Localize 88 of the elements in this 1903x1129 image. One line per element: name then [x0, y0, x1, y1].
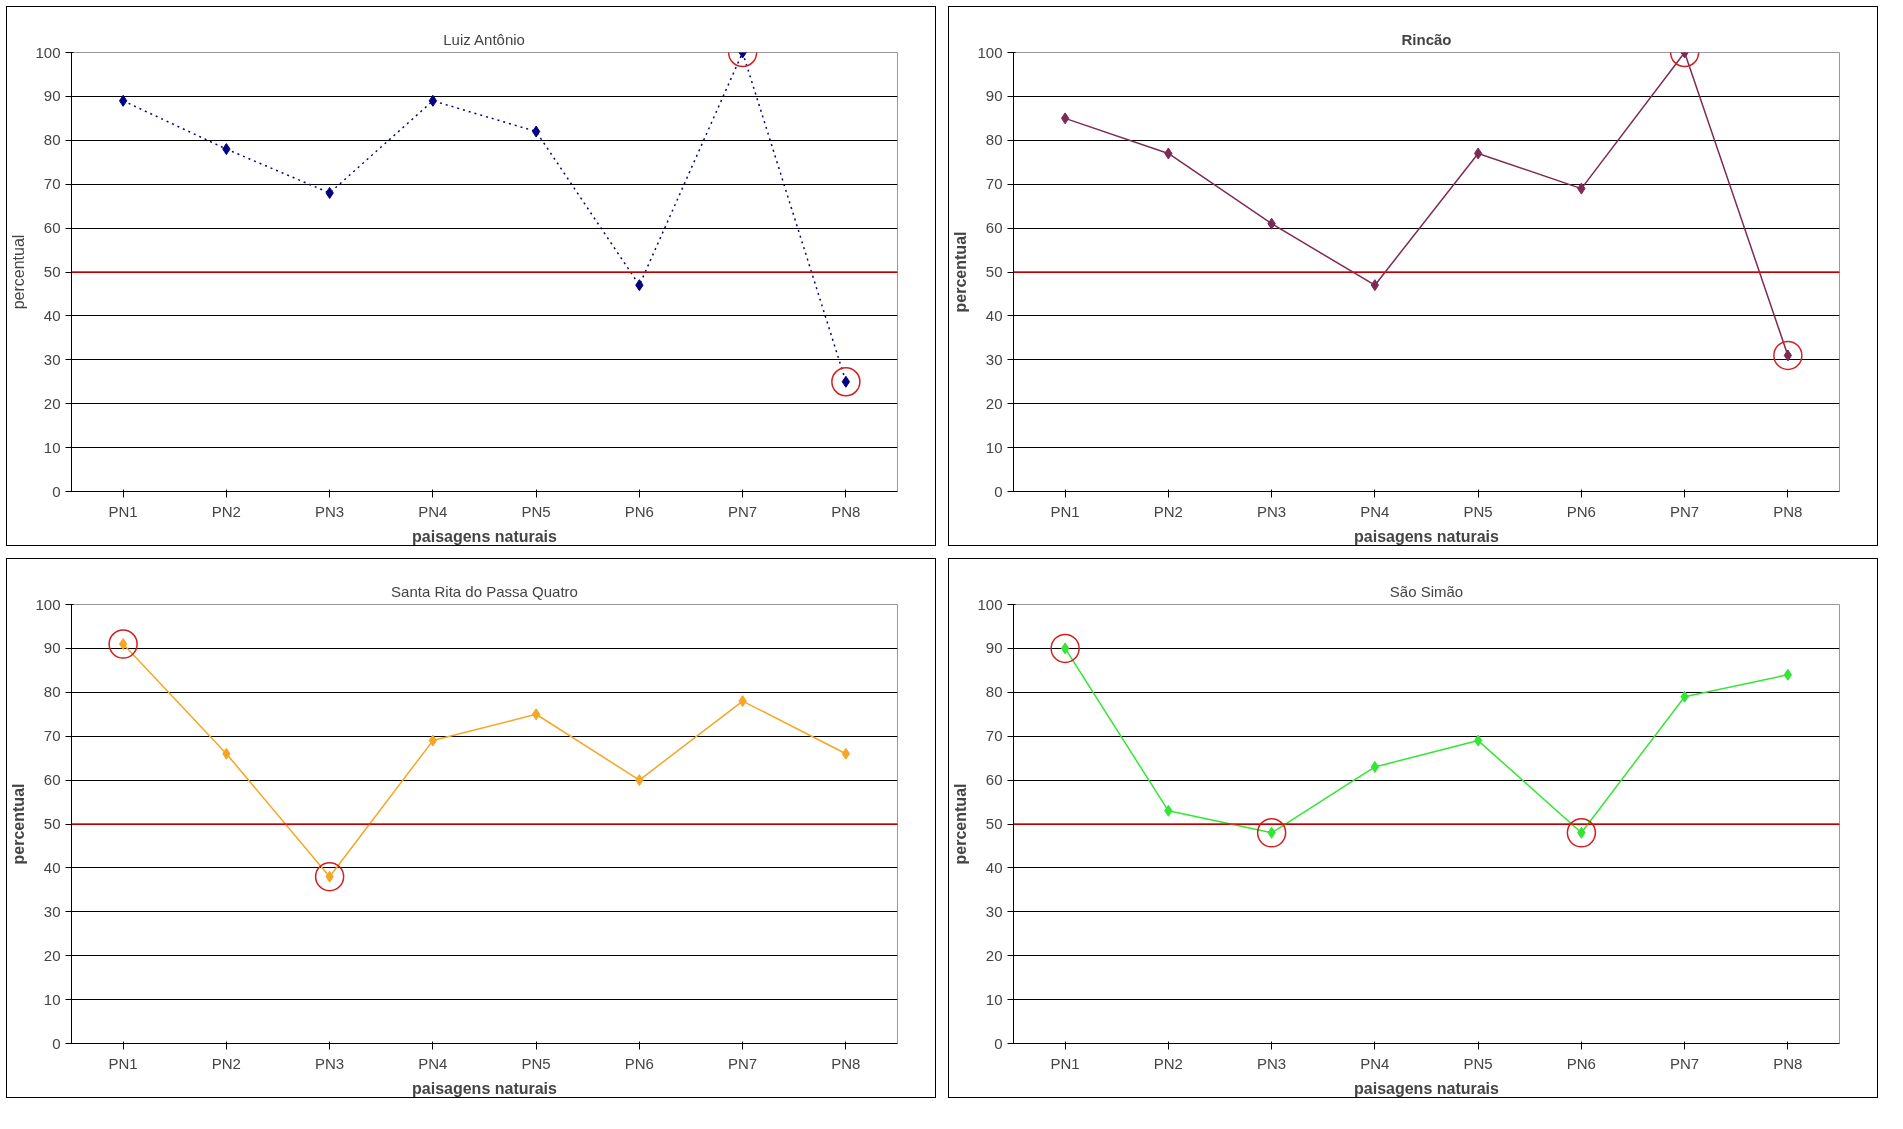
x-tick-label: PN1 — [1050, 502, 1080, 520]
y-tick-label: 90 — [985, 639, 1003, 657]
y-tick-label: 40 — [43, 306, 61, 324]
y-tick-label: 20 — [985, 394, 1003, 412]
x-tick-label: PN7 — [728, 502, 758, 520]
y-tick-label: 70 — [43, 175, 61, 193]
x-tick-label: PN2 — [1153, 502, 1183, 520]
x-tick-label: PN7 — [728, 1054, 758, 1072]
chart-title: São Simão — [1389, 582, 1464, 600]
y-tick-label: 80 — [985, 683, 1003, 701]
y-axis-title: percentual — [10, 234, 28, 310]
x-tick-label: PN8 — [831, 502, 861, 520]
x-axis-title: paisagens naturais — [1354, 527, 1500, 545]
y-tick-label: 20 — [985, 946, 1003, 964]
y-tick-label: 0 — [994, 482, 1003, 500]
x-tick-label: PN2 — [211, 1054, 241, 1072]
x-tick-label: PN5 — [521, 1054, 551, 1072]
x-tick-label: PN8 — [1773, 1054, 1803, 1072]
chart-title: Santa Rita do Passa Quatro — [391, 582, 578, 600]
x-tick-label: PN2 — [211, 502, 241, 520]
y-tick-label: 0 — [52, 1034, 61, 1052]
y-tick-label: 90 — [43, 87, 61, 105]
y-tick-label: 50 — [43, 815, 61, 832]
y-tick-label: 70 — [985, 727, 1003, 745]
y-tick-label: 0 — [52, 482, 61, 500]
y-tick-label: 70 — [985, 175, 1003, 193]
x-axis-title: paisagens naturais — [412, 527, 558, 545]
y-tick-label: 100 — [977, 43, 1003, 61]
x-tick-label: PN3 — [315, 502, 345, 520]
y-tick-label: 50 — [43, 263, 61, 280]
y-tick-label: 30 — [43, 350, 61, 368]
y-tick-label: 10 — [43, 990, 61, 1008]
x-tick-label: PN1 — [1050, 1054, 1080, 1072]
y-tick-label: 90 — [985, 87, 1003, 105]
y-tick-label: 100 — [977, 595, 1003, 613]
x-tick-label: PN1 — [108, 502, 138, 520]
x-axis-title: paisagens naturais — [1354, 1079, 1500, 1097]
x-tick-label: PN7 — [1670, 502, 1700, 520]
y-tick-label: 100 — [35, 43, 61, 61]
x-tick-label: PN4 — [1360, 1054, 1390, 1072]
y-tick-label: 50 — [985, 815, 1003, 832]
x-tick-label: PN6 — [1566, 502, 1596, 520]
y-tick-label: 10 — [43, 438, 61, 456]
y-axis-title: percentual — [952, 783, 970, 865]
y-tick-label: 20 — [43, 946, 61, 964]
chart-title: Luiz Antônio — [443, 30, 525, 48]
y-tick-label: 40 — [43, 858, 61, 876]
y-tick-label: 40 — [985, 858, 1003, 876]
x-tick-label: PN1 — [108, 1054, 138, 1072]
x-tick-label: PN5 — [1463, 502, 1493, 520]
x-tick-label: PN3 — [1257, 1054, 1287, 1072]
x-tick-label: PN7 — [1670, 1054, 1700, 1072]
y-tick-label: 90 — [43, 639, 61, 657]
x-tick-label: PN8 — [831, 1054, 861, 1072]
x-tick-label: PN4 — [418, 1054, 448, 1072]
x-tick-label: PN3 — [315, 1054, 345, 1072]
x-tick-label: PN3 — [1257, 502, 1287, 520]
y-tick-label: 10 — [985, 438, 1003, 456]
y-tick-label: 60 — [43, 771, 61, 789]
x-tick-label: PN4 — [418, 502, 448, 520]
y-tick-label: 100 — [35, 595, 61, 613]
y-tick-label: 0 — [994, 1034, 1003, 1052]
y-tick-label: 60 — [43, 219, 61, 237]
y-tick-label: 50 — [985, 263, 1003, 280]
x-tick-label: PN6 — [624, 1054, 654, 1072]
y-tick-label: 80 — [43, 131, 61, 149]
x-tick-label: PN6 — [1566, 1054, 1596, 1072]
x-tick-label: PN5 — [521, 502, 551, 520]
y-tick-label: 80 — [43, 683, 61, 701]
x-tick-label: PN4 — [1360, 502, 1390, 520]
y-tick-label: 70 — [43, 727, 61, 745]
chart-title: Rincão — [1401, 30, 1452, 48]
y-tick-label: 60 — [985, 771, 1003, 789]
x-tick-label: PN2 — [1153, 1054, 1183, 1072]
y-tick-label: 30 — [985, 350, 1003, 368]
x-tick-label: PN5 — [1463, 1054, 1493, 1072]
y-tick-label: 20 — [43, 394, 61, 412]
y-axis-title: percentual — [952, 231, 970, 313]
y-tick-label: 10 — [985, 990, 1003, 1008]
y-tick-label: 30 — [43, 902, 61, 920]
y-axis-title: percentual — [10, 783, 28, 865]
y-tick-label: 80 — [985, 131, 1003, 149]
y-tick-label: 60 — [985, 219, 1003, 237]
x-tick-label: PN6 — [624, 502, 654, 520]
y-tick-label: 40 — [985, 306, 1003, 324]
x-tick-label: PN8 — [1773, 502, 1803, 520]
x-axis-title: paisagens naturais — [412, 1079, 558, 1097]
y-tick-label: 30 — [985, 902, 1003, 920]
